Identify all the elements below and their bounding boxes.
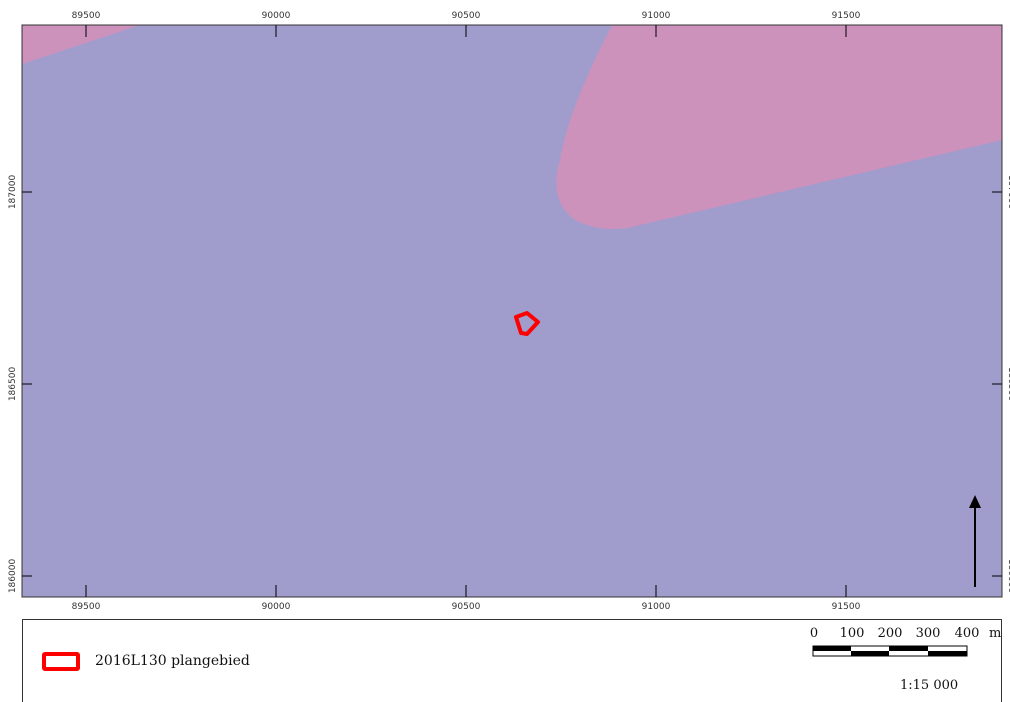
y-tick-right-label: 186500 bbox=[1006, 367, 1010, 402]
x-tick-top-label: 89500 bbox=[72, 11, 101, 21]
scale-label-300: 300 bbox=[915, 626, 941, 641]
x-tick-bottom-label: 89500 bbox=[72, 602, 101, 612]
north-arrow bbox=[969, 495, 981, 587]
x-tick-bottom-label: 91500 bbox=[832, 602, 861, 612]
x-tick-top-label: 91000 bbox=[642, 11, 671, 21]
y-tick-right-label: 186000 bbox=[1006, 559, 1010, 594]
pink-zone-top-right bbox=[556, 25, 1002, 229]
x-tick-top-label: 90000 bbox=[262, 11, 291, 21]
plangebied-legend-swatch bbox=[42, 652, 80, 671]
scale-bar bbox=[812, 645, 968, 657]
x-tick-bottom-label: 90500 bbox=[452, 602, 481, 612]
y-tick-left-label: 186500 bbox=[8, 367, 18, 402]
map-border bbox=[21, 24, 1003, 598]
y-axis-ticks-right: 187000 186500 186000 bbox=[992, 175, 1010, 594]
y-axis-ticks-left: 187000 186500 186000 bbox=[8, 175, 32, 594]
plangebied-boundary[interactable] bbox=[514, 311, 540, 336]
x-tick-bottom-label: 90000 bbox=[262, 602, 291, 612]
scale-label-0: 0 bbox=[809, 626, 819, 641]
scale-ratio: 1:15 000 bbox=[900, 678, 959, 693]
scale-label-400: 400 bbox=[954, 626, 980, 641]
x-tick-top-label: 91500 bbox=[832, 11, 861, 21]
legend-panel: 2016L130 plangebied 0 100 200 300 400 m … bbox=[22, 619, 1002, 702]
scale-unit: m bbox=[989, 626, 1002, 641]
y-tick-left-label: 186000 bbox=[8, 559, 18, 594]
x-tick-top-label: 90500 bbox=[452, 11, 481, 21]
map-area[interactable] bbox=[22, 25, 1002, 597]
x-axis-ticks-top: 89500 90000 90500 91000 91500 bbox=[72, 11, 861, 37]
x-tick-bottom-label: 91000 bbox=[642, 602, 671, 612]
y-tick-left-label: 187000 bbox=[8, 175, 18, 210]
scale-label-100: 100 bbox=[839, 626, 865, 641]
plangebied-legend-label: 2016L130 plangebied bbox=[95, 653, 250, 669]
y-tick-right-label: 187000 bbox=[1006, 175, 1010, 210]
pink-zone-top-left bbox=[22, 25, 140, 64]
x-axis-ticks-bottom: 89500 90000 90500 91000 91500 bbox=[72, 585, 861, 612]
scale-label-200: 200 bbox=[877, 626, 903, 641]
map-frame: 89500 90000 90500 91000 91500 89500 90000 9050… bbox=[8, 11, 1010, 612]
